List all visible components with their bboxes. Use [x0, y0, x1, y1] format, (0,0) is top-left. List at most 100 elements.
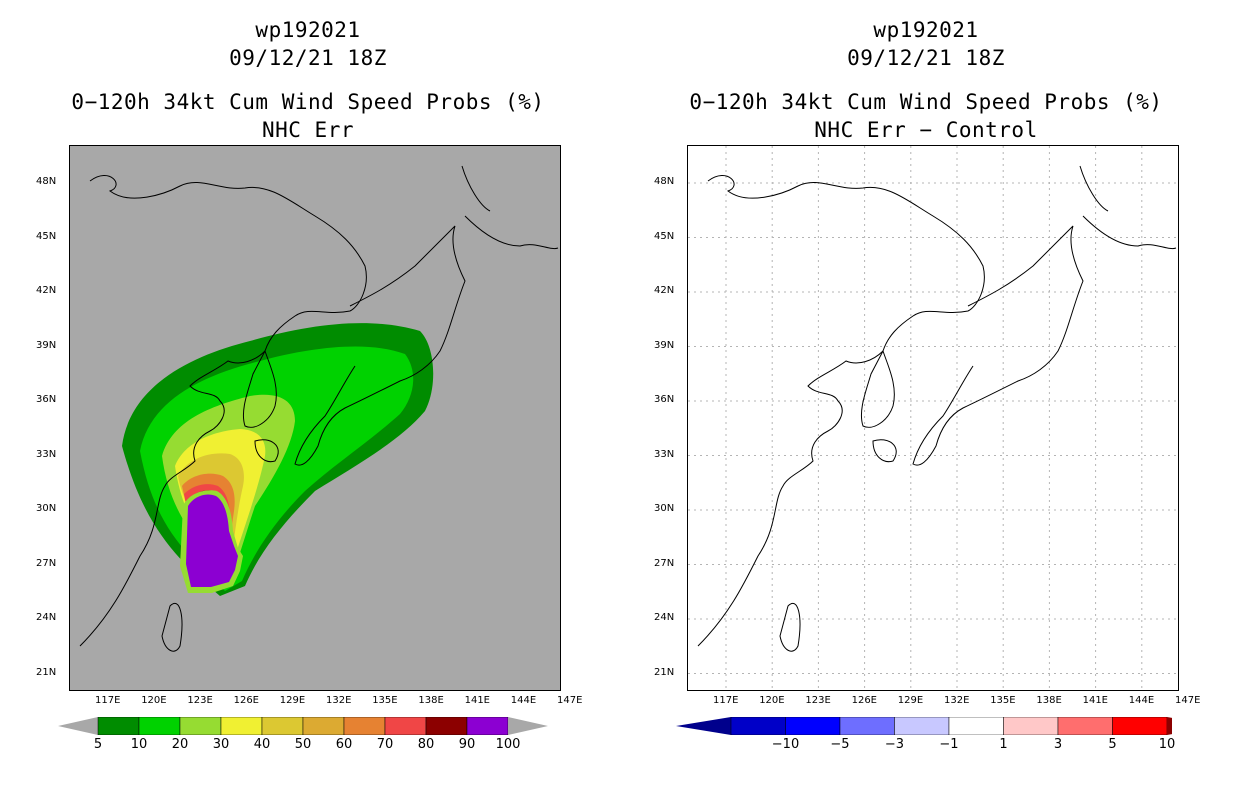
lon-label: 147E: [1175, 695, 1201, 706]
lat-label: 42N: [36, 285, 57, 296]
lat-label: 27N: [36, 557, 57, 569]
lat-label: 24N: [36, 612, 57, 623]
lat-label: 48N: [654, 176, 675, 187]
lat-label: 27N: [654, 557, 675, 569]
lon-label: 126E: [851, 695, 877, 706]
right-subtitle: NHC Err − Control: [814, 118, 1038, 142]
prob-100-core: [186, 494, 238, 587]
lat-label: 36N: [654, 394, 675, 405]
coastlines-right: [697, 165, 1177, 652]
colorbar-swatch: [1057, 717, 1113, 735]
colorbar-swatch: [220, 717, 263, 735]
colorbar-swatch: [261, 717, 304, 735]
right-colorbar: [676, 717, 1172, 735]
lat-label: 36N: [36, 394, 57, 405]
lon-label: 144E: [1128, 695, 1155, 706]
lon-label: 135E: [372, 695, 398, 706]
lat-label: 24N: [654, 612, 675, 623]
colorbar-label: −5: [830, 737, 850, 752]
colorbar-label: −1: [939, 737, 959, 752]
lat-label: 30N: [36, 503, 57, 514]
colorbar-label: 1: [999, 737, 1008, 752]
lat-label: 45N: [36, 230, 57, 242]
colorbar-swatch: [730, 717, 786, 735]
lon-label: 120E: [759, 695, 785, 706]
colorbar-swatch: [466, 717, 509, 735]
lat-label: 39N: [36, 339, 57, 351]
colorbar-label: 100: [495, 737, 521, 752]
lat-label: 48N: [36, 176, 57, 187]
lon-label: 141E: [464, 695, 490, 706]
colorbar-swatch: [1112, 717, 1168, 735]
lon-label: 126E: [233, 695, 259, 706]
lon-label: 123E: [187, 695, 213, 706]
colorbar-swatch: [425, 717, 468, 735]
coastlines: [79, 165, 559, 652]
colorbar-label: 3: [1053, 737, 1063, 752]
right-title: 0−120h 34kt Cum Wind Speed Probs (%): [689, 90, 1163, 114]
lon-label: 138E: [1036, 695, 1062, 706]
lat-label: 21N: [36, 666, 57, 678]
colorbar-label: −10: [771, 737, 800, 752]
left-subtitle: NHC Err: [261, 118, 354, 142]
colorbar-swatch: [785, 717, 841, 735]
lon-label: 141E: [1082, 695, 1108, 706]
lat-label: 33N: [654, 448, 675, 460]
lon-label: 135E: [990, 695, 1016, 706]
colorbar-swatch: [179, 717, 222, 735]
colorbar-swatch: [384, 717, 427, 735]
colorbar-label: 20: [171, 737, 189, 752]
lat-label: 45N: [654, 230, 675, 242]
left-storm-id: wp192021: [255, 18, 361, 42]
colorbar-label: 90: [458, 737, 476, 752]
lon-label: 117E: [713, 695, 739, 706]
colorbar-swatch: [894, 717, 950, 735]
lon-label: 138E: [418, 695, 444, 706]
colorbar-end-low: [676, 717, 731, 735]
lon-label: 147E: [557, 695, 583, 706]
lon-label: 120E: [141, 695, 167, 706]
colorbar-label: 30: [212, 737, 230, 752]
colorbar-swatch: [343, 717, 386, 735]
left-map-svg: [79, 165, 559, 652]
colorbar-swatch: [839, 717, 895, 735]
lat-label: 33N: [36, 448, 57, 460]
colorbar-label: −3: [884, 737, 905, 752]
left-colorbar: [58, 717, 548, 735]
lon-label: 123E: [805, 695, 831, 706]
lon-label: 129E: [279, 695, 306, 706]
lon-label: 132E: [944, 695, 970, 706]
colorbar-swatch: [97, 717, 140, 735]
gridlines: [688, 146, 1178, 690]
colorbar-label: 10: [1158, 737, 1176, 752]
right-map: [687, 145, 1179, 691]
colorbar-label: 50: [294, 737, 312, 752]
colorbar-swatch: [302, 717, 345, 735]
lat-label: 39N: [654, 339, 675, 351]
colorbar-swatch: [948, 717, 1004, 735]
right-map-svg: [688, 146, 1178, 690]
colorbar-label: 40: [253, 737, 271, 752]
colorbar-end-low: [58, 717, 98, 735]
lat-label: 42N: [654, 285, 675, 296]
right-storm-id: wp192021: [873, 18, 979, 42]
lon-label: 132E: [326, 695, 352, 706]
left-map: [69, 145, 561, 691]
lon-label: 144E: [510, 695, 537, 706]
colorbar-end-high: [1167, 717, 1172, 735]
lat-label: 21N: [654, 666, 675, 678]
colorbar-label: 5: [93, 737, 103, 752]
colorbar-swatch: [138, 717, 181, 735]
colorbar-label: 60: [335, 737, 353, 752]
lat-label: 30N: [654, 503, 675, 514]
lon-label: 129E: [897, 695, 924, 706]
colorbar-label: 10: [130, 737, 148, 752]
colorbar-swatch: [1003, 717, 1059, 735]
left-datetime: 09/12/21 18Z: [229, 46, 387, 70]
colorbar-label: 80: [417, 737, 435, 752]
left-title: 0−120h 34kt Cum Wind Speed Probs (%): [71, 90, 545, 114]
colorbar-label: 70: [376, 737, 394, 752]
colorbar-end-high: [508, 717, 548, 735]
lon-label: 117E: [95, 695, 121, 706]
right-datetime: 09/12/21 18Z: [847, 46, 1005, 70]
